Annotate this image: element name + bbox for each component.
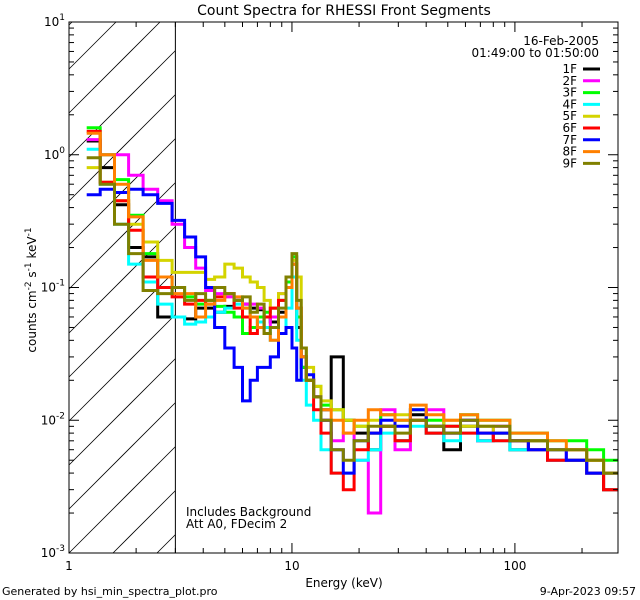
hatch-line [156,534,176,554]
legend-label-2F: 2F [562,74,577,88]
series-5F [86,166,618,475]
y-tick-label: 100 [44,146,65,162]
annotation-attenuator: Att A0, FDecim 2 [186,517,287,531]
legend-label-5F: 5F [562,109,577,123]
hatch-line [68,446,176,554]
hatch-line [68,94,176,202]
hatch-line [112,490,176,554]
y-tick-label: 10-1 [41,279,65,295]
footer-generated-by: Generated by hsi_min_spectra_plot.pro [2,585,218,598]
hatch-line [68,182,176,290]
legend-label-4F: 4F [562,97,577,111]
series-7F [86,187,618,475]
hatch-line [68,402,176,510]
series-1F [86,139,618,492]
y-tick-label: 10-3 [41,544,65,560]
series-9F [86,156,618,475]
y-axis-label: counts cm-2 s-1 keV-1 [24,227,39,352]
legend-label-7F: 7F [562,133,577,147]
legend-label-1F: 1F [562,62,577,76]
legend-label-9F: 9F [562,156,577,170]
hatch-line [68,358,176,466]
x-tick-label: 1 [65,559,73,573]
legend-label-3F: 3F [562,86,577,100]
x-axis-label: Energy (keV) [305,576,382,590]
series-2F [86,138,618,515]
y-tick-label: 10-2 [41,411,65,427]
legend-label-6F: 6F [562,121,577,135]
y-tick-label: 101 [44,13,65,29]
x-tick-label: 100 [503,559,526,573]
hatch-line [68,50,176,158]
series-4F [86,147,618,475]
hatch-line [68,21,117,70]
legend-label-8F: 8F [562,145,577,159]
hatch-line [68,21,161,114]
legend-header: 01:49:00 to 01:50:00 [472,46,599,60]
annotation-background: Includes Background [186,505,311,519]
footer-timestamp: 9-Apr-2023 09:57 [540,585,636,598]
chart-title: Count Spectra for RHESSI Front Segments [197,3,491,19]
series-6F [86,129,618,492]
legend-header: 16-Feb-2005 [523,34,599,48]
hatch-line [68,314,176,422]
x-tick-label: 10 [284,559,299,573]
